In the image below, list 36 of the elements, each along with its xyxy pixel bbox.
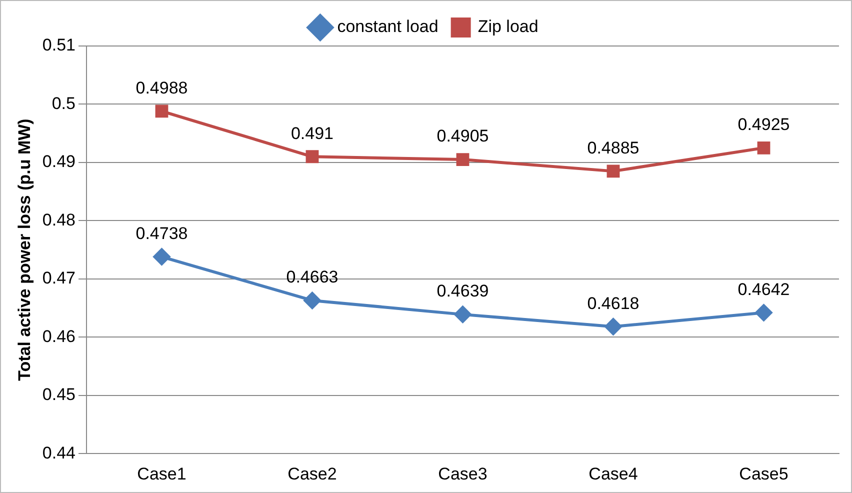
point: [456, 153, 470, 166]
data-label: 0.4738: [136, 224, 188, 243]
point: [304, 292, 321, 309]
point: [153, 248, 170, 266]
data-label: 0.491: [290, 124, 334, 143]
x-tick-label: Case2: [288, 464, 337, 484]
data-label: 0.4988: [136, 78, 188, 98]
data-label: 0.4618: [587, 294, 640, 313]
y-tick-label: 0.44: [42, 443, 76, 462]
data-label: 0.4885: [587, 138, 640, 158]
y-tick-label: 0.45: [42, 385, 76, 404]
point: [755, 304, 772, 322]
point: [604, 318, 622, 336]
point: [757, 141, 770, 154]
data-label: 0.4905: [436, 126, 489, 146]
y-tick-label: 0.49: [42, 152, 76, 172]
x-tick-label: Case3: [438, 464, 488, 484]
y-tick-label: 0.48: [42, 210, 76, 230]
x-tick-label: Case1: [137, 464, 186, 484]
point: [454, 306, 472, 323]
y-tick-label: 0.51: [42, 36, 76, 55]
y-tick-label: 0.5: [52, 94, 76, 113]
x-tick-label: Case5: [739, 464, 788, 484]
x-tick-label: Case4: [588, 464, 638, 484]
data-label: 0.4642: [738, 280, 790, 299]
data-label: 0.4925: [738, 115, 790, 134]
point: [306, 150, 319, 164]
y-axis-title: Total active power loss (p.u MW): [14, 118, 34, 381]
legend-label: constant load: [337, 17, 438, 36]
data-label: 0.4663: [286, 268, 338, 287]
point: [606, 164, 620, 178]
y-tick-label: 0.46: [42, 326, 76, 346]
data-label: 0.4639: [436, 282, 489, 301]
legend-label: Zip load: [478, 17, 538, 36]
point: [155, 104, 168, 118]
y-tick-label: 0.47: [42, 268, 76, 288]
